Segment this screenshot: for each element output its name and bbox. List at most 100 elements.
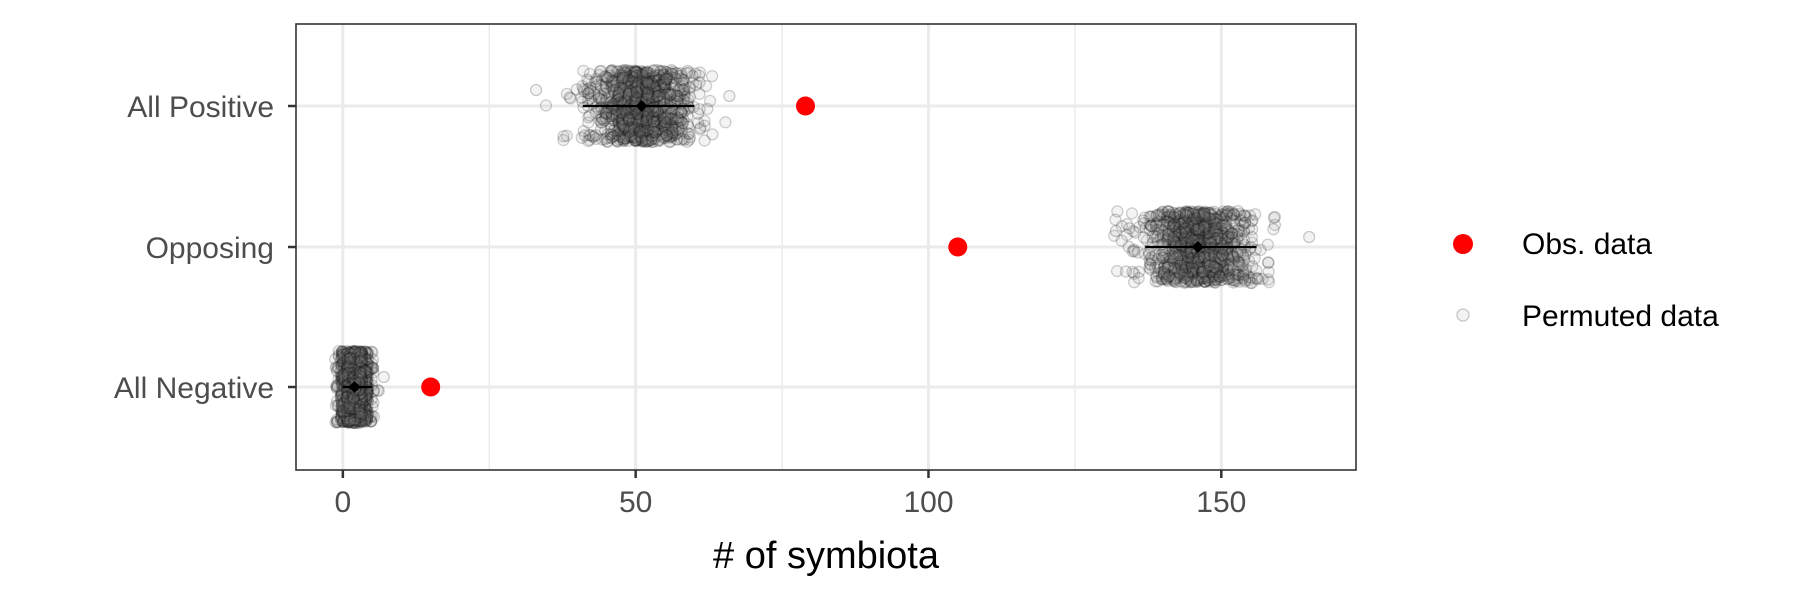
permuted-point <box>599 70 613 83</box>
permuted-point <box>612 86 625 100</box>
permuted-point <box>639 116 652 129</box>
permuted-point <box>646 87 659 100</box>
permuted-point <box>639 116 652 129</box>
permuted-point <box>660 129 673 142</box>
permuted-point <box>627 123 641 136</box>
permuted-point <box>672 83 685 96</box>
permuted-point <box>625 108 638 121</box>
permuted-point <box>659 65 672 79</box>
permuted-point <box>640 87 654 101</box>
permuted-point <box>698 119 711 132</box>
permuted-point <box>681 118 694 131</box>
permuted-point <box>698 134 711 147</box>
permuted-point <box>627 87 640 100</box>
permuted-point <box>628 134 641 147</box>
permuted-point <box>625 113 638 126</box>
permuted-point <box>658 107 671 121</box>
permuted-point <box>634 132 648 146</box>
permuted-point <box>1199 220 1212 233</box>
permuted-point <box>611 95 624 108</box>
permuted-point <box>1125 207 1139 220</box>
permuted-point <box>630 68 644 82</box>
permuted-point <box>604 95 618 109</box>
permuted-point <box>612 114 625 127</box>
permuted-point <box>1245 230 1259 244</box>
permuted-point <box>654 127 668 141</box>
permuted-point <box>658 78 671 91</box>
permuted-point <box>662 111 675 125</box>
permuted-point <box>645 135 659 149</box>
permuted-point <box>658 131 672 144</box>
permuted-point <box>529 83 543 97</box>
permuted-point <box>612 85 625 99</box>
permuted-point <box>619 92 632 106</box>
permuted-point <box>600 92 613 105</box>
permuted-point <box>658 110 671 123</box>
permuted-point <box>625 70 638 83</box>
permuted-point <box>625 75 638 89</box>
permuted-point <box>660 112 673 125</box>
permuted-point <box>625 121 638 134</box>
permuted-point <box>602 101 615 114</box>
permuted-point <box>641 83 655 97</box>
permuted-point <box>639 108 652 122</box>
permuted-point <box>663 88 677 102</box>
permuted-point <box>639 67 652 80</box>
permuted-point <box>677 113 690 126</box>
permuted-point <box>642 134 655 147</box>
permuted-point <box>657 120 670 133</box>
permuted-point <box>653 114 666 127</box>
permuted-point <box>639 130 652 143</box>
permuted-point <box>642 128 655 141</box>
permuted-point <box>629 116 643 130</box>
permuted-point <box>616 84 630 97</box>
permuted-point <box>641 88 654 101</box>
permuted-point <box>675 107 689 120</box>
permuted-point <box>660 123 673 136</box>
permuted-point <box>648 82 662 95</box>
permuted-point <box>658 120 671 133</box>
permuted-point <box>624 85 638 98</box>
permuted-point <box>658 78 671 92</box>
permuted-point <box>646 110 660 123</box>
permuted-point <box>616 69 629 82</box>
permuted-point <box>648 75 661 88</box>
permuted-point <box>629 112 643 126</box>
permuted-point <box>648 80 661 93</box>
permuted-point <box>563 91 576 104</box>
permuted-point <box>1199 275 1212 288</box>
permuted-point <box>628 131 641 144</box>
permuted-point <box>613 122 626 135</box>
permuted-point <box>612 89 625 102</box>
permuted-point <box>539 99 553 112</box>
permuted-point <box>669 89 683 102</box>
permuted-point <box>557 133 570 147</box>
permuted-point <box>666 119 679 132</box>
permuted-point <box>678 89 691 102</box>
permuted-point <box>666 65 679 78</box>
permuted-point <box>1225 227 1238 240</box>
permuted-point <box>629 82 642 95</box>
permuted-point <box>663 135 676 149</box>
permuted-point <box>676 117 689 130</box>
permuted-point <box>629 65 643 78</box>
permuted-point <box>641 106 655 120</box>
permuted-point <box>648 71 661 84</box>
permuted-point <box>610 109 623 123</box>
permuted-point <box>623 71 636 85</box>
permuted-point <box>623 113 636 127</box>
permuted-point <box>606 109 620 122</box>
permuted-point <box>1267 223 1280 236</box>
permuted-point <box>624 80 637 93</box>
permuted-point <box>654 117 668 130</box>
permuted-point <box>646 98 659 111</box>
permuted-point <box>639 73 652 87</box>
permuted-point <box>664 127 677 140</box>
permuted-point <box>600 112 613 125</box>
permuted-point <box>593 78 607 91</box>
permuted-point <box>693 76 706 89</box>
permuted-point <box>600 71 613 84</box>
permuted-point <box>622 73 635 86</box>
permuted-point <box>647 75 660 88</box>
